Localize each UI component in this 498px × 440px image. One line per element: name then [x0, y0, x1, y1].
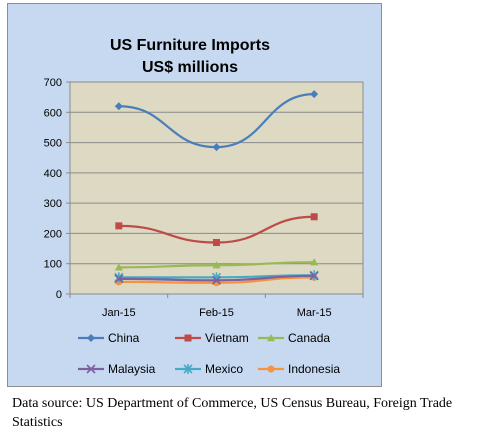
x-tick-label: Jan-15	[102, 307, 136, 319]
legend-label-canada: Canada	[288, 331, 330, 345]
data-point-mexico	[114, 272, 124, 283]
data-point-vietnam	[310, 213, 318, 221]
data-point-vietnam	[213, 239, 220, 247]
data-point-china	[212, 143, 221, 152]
y-tick-label: 600	[44, 107, 62, 119]
data-point-canada	[212, 261, 221, 269]
data-point-china	[114, 102, 123, 111]
y-tick-label: 700	[44, 77, 62, 89]
x-tick-label: Mar-15	[297, 307, 332, 319]
data-source-note: Data source: US Department of Commerce, …	[12, 396, 453, 430]
legend-label-malaysia: Malaysia	[108, 362, 156, 376]
legend-label-indonesia: Indonesia	[288, 362, 340, 376]
y-tick-label: 0	[56, 289, 62, 301]
legend-label-mexico: Mexico	[205, 362, 243, 376]
data-point-malaysia	[114, 274, 124, 284]
legend-label-china: China	[108, 331, 140, 345]
legend-marker-malaysia	[86, 364, 96, 374]
y-tick-label: 300	[44, 198, 62, 210]
data-point-malaysia	[211, 275, 222, 285]
data-point-malaysia	[309, 271, 319, 281]
y-tick-label: 200	[44, 228, 62, 240]
data-point-china	[310, 90, 319, 99]
legend-marker-canada	[267, 334, 275, 342]
chart-title-line: US$ millions	[142, 59, 238, 76]
y-tick-label: 100	[44, 259, 62, 271]
y-tick-label: 500	[44, 138, 62, 150]
data-point-canada	[114, 263, 123, 271]
y-tick-label: 400	[44, 168, 62, 180]
data-point-canada	[310, 258, 319, 266]
legend-label-vietnam: Vietnam	[205, 331, 249, 345]
x-tick-label: Feb-15	[199, 307, 234, 319]
legend-marker-china	[87, 334, 95, 342]
legend-marker-indonesia	[267, 365, 275, 373]
data-point-vietnam	[115, 222, 123, 230]
legend-marker-vietnam	[184, 334, 192, 342]
legend-marker-mexico	[183, 364, 193, 374]
chart-title-line: US Furniture Imports	[110, 37, 270, 54]
